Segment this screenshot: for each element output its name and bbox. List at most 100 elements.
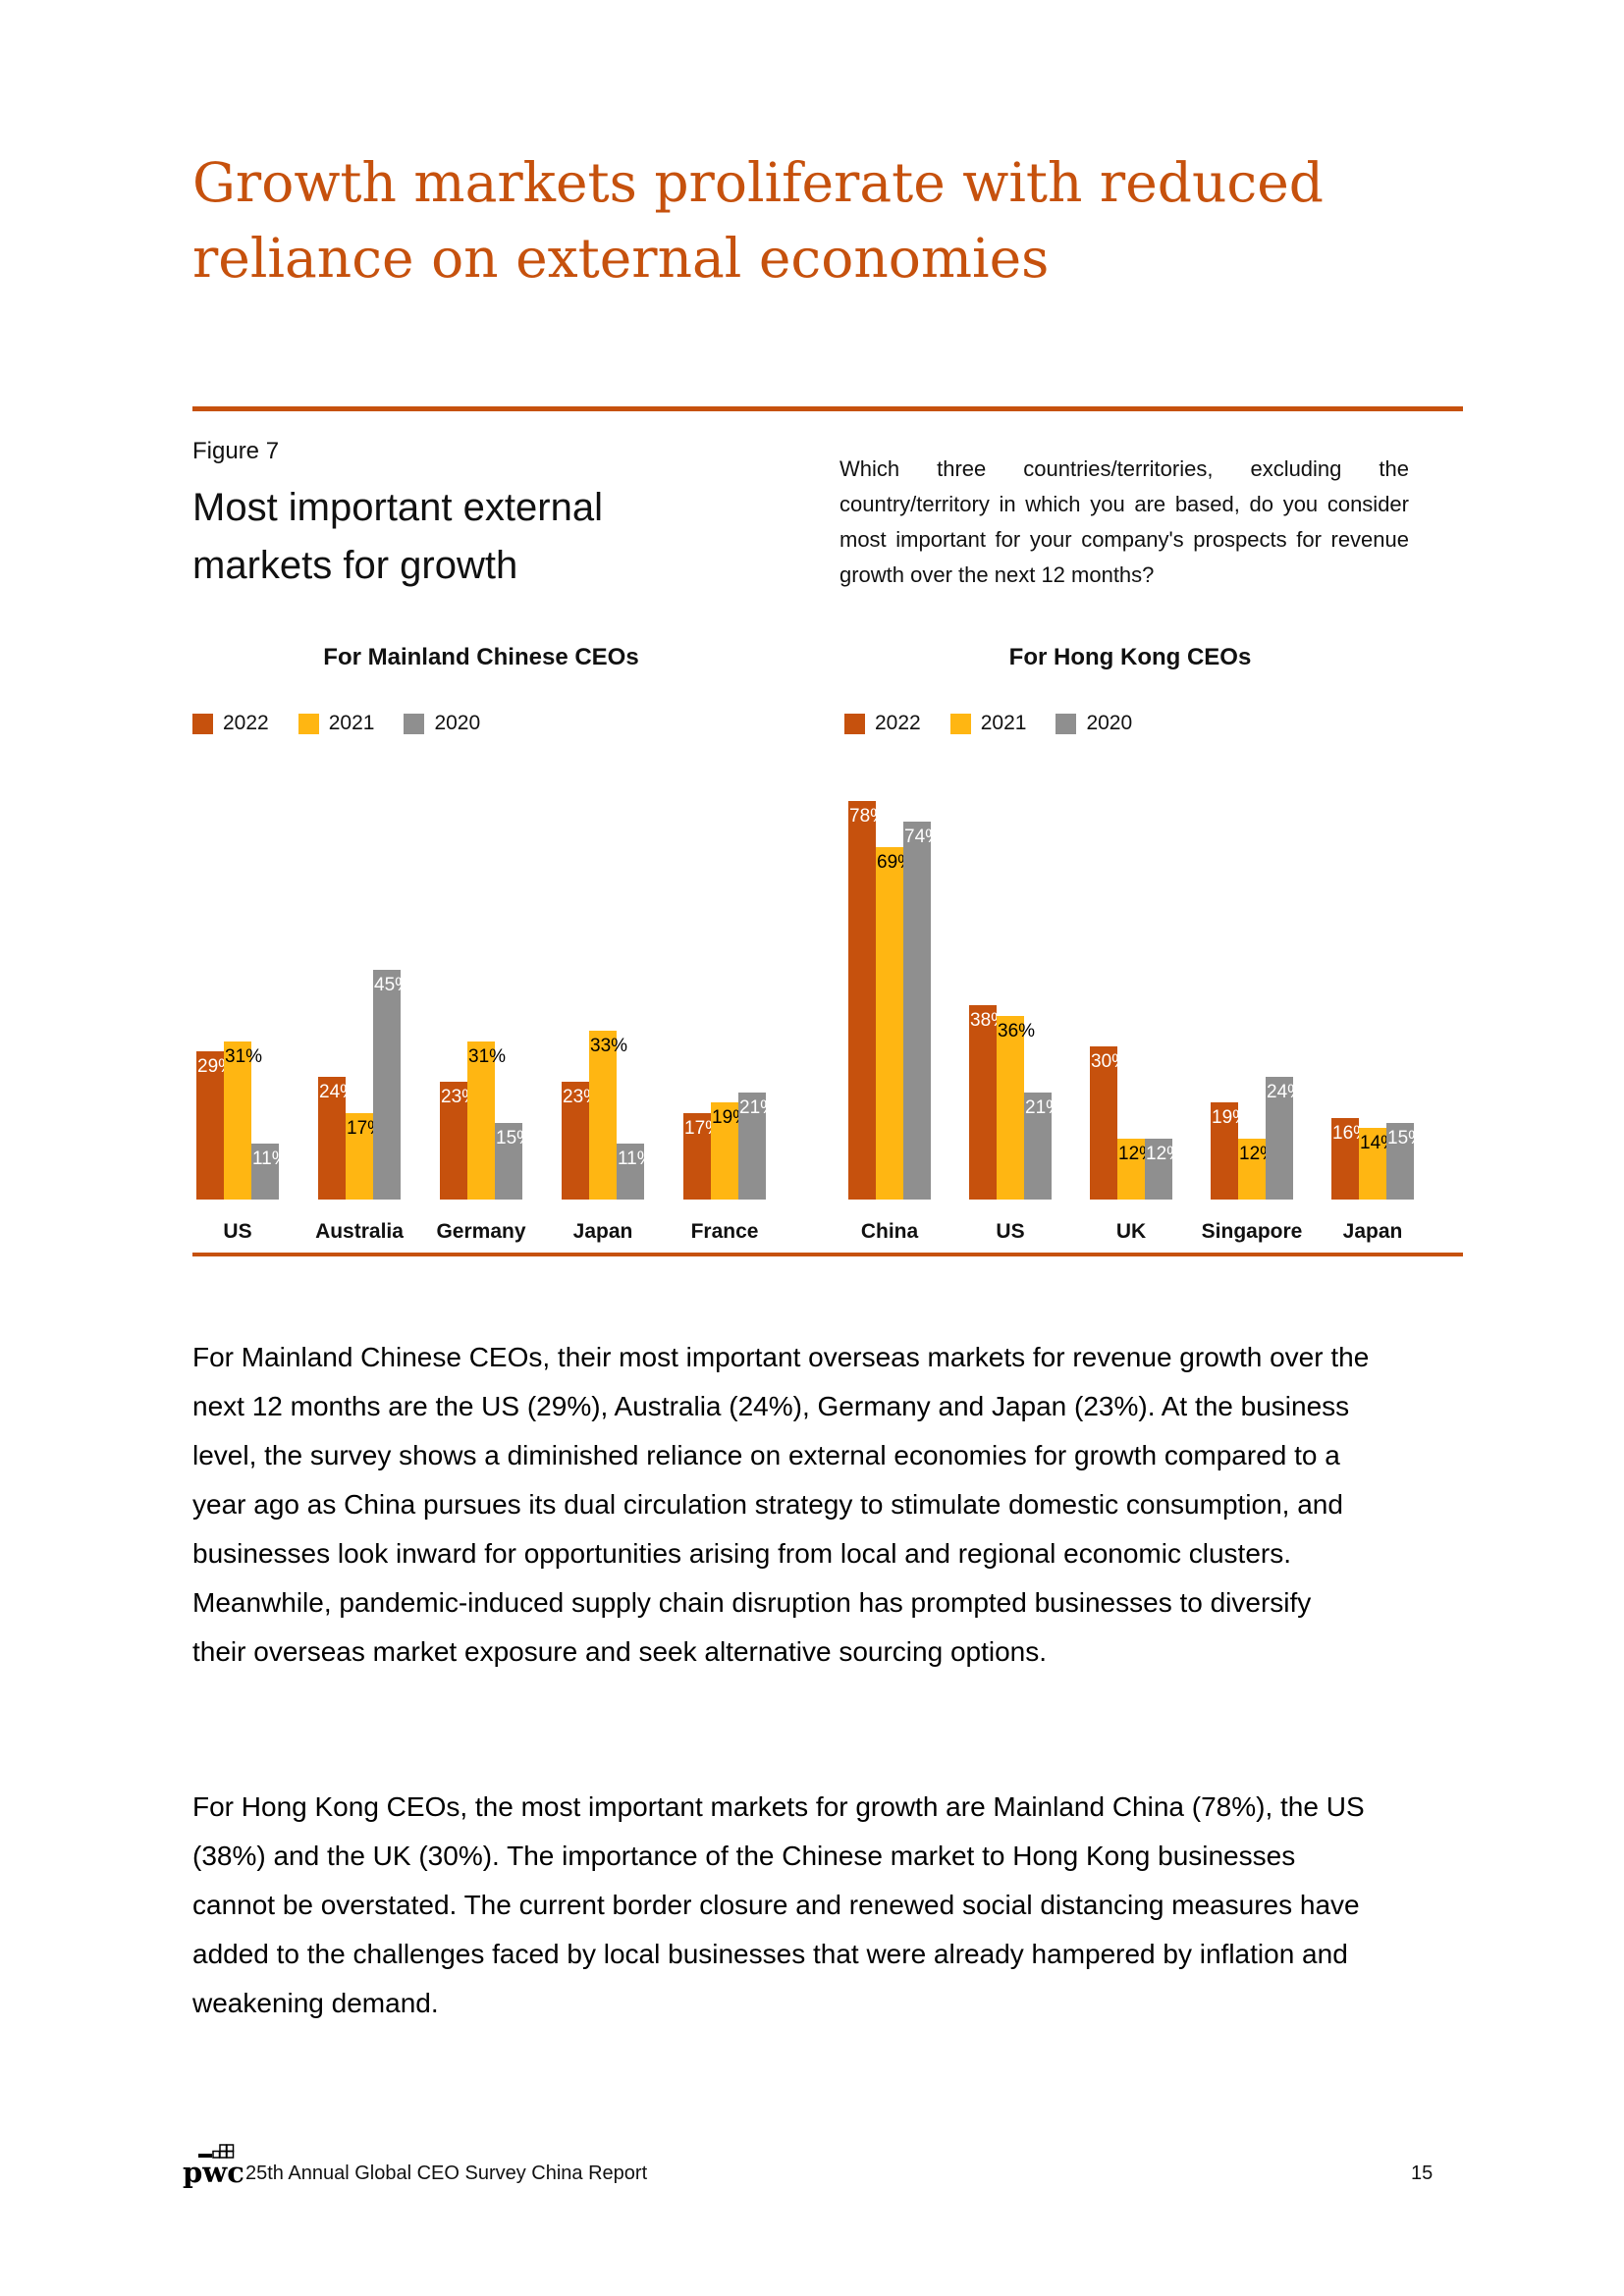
page-title-line-2: reliance on external economies xyxy=(192,227,1050,290)
value-label: 30% xyxy=(1091,1051,1129,1072)
bar-Singapore-2021: 12% xyxy=(1238,1139,1276,1200)
bar-Japan-2021: 14% xyxy=(1359,1128,1397,1200)
value-label: 36% xyxy=(998,1021,1036,1041)
bottom-divider xyxy=(192,1253,1463,1256)
bar-UK-2021: 12% xyxy=(1117,1139,1156,1200)
body-paragraph-2: For Hong Kong CEOs, the most important m… xyxy=(192,1791,1365,2018)
category-label-Australia: Australia xyxy=(315,1220,404,1243)
legend-label: 2020 xyxy=(434,712,481,734)
figure-heading-line-1: Most important external xyxy=(192,486,603,529)
bar-Japan-2020: 15% xyxy=(1386,1123,1425,1200)
bar-US-2021: 31% xyxy=(224,1041,262,1200)
figure-label: Figure 7 xyxy=(192,438,280,464)
bar-Japan-2022: 23% xyxy=(562,1082,600,1200)
category-label-China: China xyxy=(860,1220,919,1243)
bar-Australia-2020: 45% xyxy=(373,970,411,1200)
value-label: 45% xyxy=(374,975,412,995)
bar-China-2022: 78% xyxy=(848,801,887,1200)
bar-US-2020: 21% xyxy=(1024,1093,1062,1200)
value-label: 78% xyxy=(849,806,888,827)
bar-Germany-2022: 23% xyxy=(440,1082,478,1200)
plot-area: 29% 31% 11% 24% 17% 45% 23% 31% 15% 23% 33% 11% 17% 1… xyxy=(196,756,785,1200)
legend-label: 2022 xyxy=(875,712,921,734)
category-label-France: France xyxy=(690,1220,759,1243)
category-label-US: US xyxy=(996,1220,1025,1243)
footer-page-number: 15 xyxy=(1411,2163,1434,2184)
legend-swatch-2022 xyxy=(844,713,865,734)
value-label: 24% xyxy=(319,1082,357,1102)
legend-label: 2022 xyxy=(223,712,269,734)
pwc-logo: pwc xyxy=(183,2156,244,2189)
legend-item-2020: 2020 xyxy=(1056,712,1132,735)
bar-group-China: 78% 69% 74% xyxy=(848,756,942,1200)
legend-item-2021: 2021 xyxy=(298,712,374,735)
bar-Germany-2020: 15% xyxy=(495,1123,533,1200)
mainland-chart-title: For Mainland Chinese CEOs xyxy=(323,644,639,670)
bar-UK-2022: 30% xyxy=(1090,1046,1128,1200)
value-label: 11% xyxy=(618,1148,654,1169)
bar-group-Australia: 24% 17% 45% xyxy=(318,756,411,1200)
legend-swatch-2020 xyxy=(404,713,425,734)
body-paragraph-1: For Mainland Chinese CEOs, their most im… xyxy=(192,1342,1370,1667)
bar-Singapore-2020: 24% xyxy=(1266,1077,1304,1200)
bar-Australia-2021: 17% xyxy=(346,1113,384,1200)
bar-group-UK: 30% 12% 12% xyxy=(1090,756,1183,1200)
plot-area: 78% 69% 74% 38% 36% 21% 30% 12% 12% 19% 12% 24% 16% 1… xyxy=(848,756,1437,1200)
bar-China-2021: 69% xyxy=(876,847,914,1200)
bar-France-2021: 19% xyxy=(711,1102,749,1200)
value-label: 31% xyxy=(468,1046,507,1067)
bar-group-France: 17% 19% 21% xyxy=(683,756,777,1200)
bar-Japan-2020: 11% xyxy=(617,1144,654,1200)
bar-France-2020: 21% xyxy=(738,1093,777,1200)
bar-US-2022: 38% xyxy=(969,1005,1007,1200)
bar-group-Japan: 16% 14% 15% xyxy=(1331,756,1425,1200)
value-label: 19% xyxy=(1212,1107,1250,1128)
value-label: 21% xyxy=(1025,1097,1063,1118)
bar-group-Germany: 23% 31% 15% xyxy=(440,756,533,1200)
bar-US-2022: 29% xyxy=(196,1051,235,1200)
figure-heading-line-2: markets for growth xyxy=(192,544,518,587)
legend-swatch-2020 xyxy=(1056,713,1077,734)
figure-heading: Most important external markets for grow… xyxy=(192,479,603,595)
value-label: 74% xyxy=(904,827,943,847)
pwc-building-icon xyxy=(198,2144,236,2163)
bar-France-2022: 17% xyxy=(683,1113,722,1200)
footer-report-title: 25th Annual Global CEO Survey China Repo… xyxy=(245,2163,648,2184)
category-label-Japan: Japan xyxy=(572,1220,633,1243)
hongkong-chart-title: For Hong Kong CEOs xyxy=(1008,644,1252,670)
bar-group-US: 38% 36% 21% xyxy=(969,756,1062,1200)
page-title: Growth markets proliferate with reduced … xyxy=(192,145,1371,296)
hongkong-chart-legend: 2022 2021 2020 xyxy=(844,712,1132,735)
legend-item-2020: 2020 xyxy=(404,712,480,735)
legend-swatch-2021 xyxy=(949,713,971,734)
value-label: 11% xyxy=(252,1148,289,1169)
legend-item-2022: 2022 xyxy=(192,712,269,735)
legend-item-2022: 2022 xyxy=(844,712,921,735)
bar-Singapore-2022: 19% xyxy=(1211,1102,1249,1200)
bar-Australia-2022: 24% xyxy=(318,1077,356,1200)
value-label: 33% xyxy=(590,1036,628,1056)
mainland-chart-legend: 2022 2021 2020 xyxy=(192,712,480,735)
legend-label: 2021 xyxy=(980,712,1027,734)
legend-label: 2020 xyxy=(1086,712,1133,734)
category-label-Japan: Japan xyxy=(1342,1220,1403,1243)
bar-Germany-2021: 31% xyxy=(467,1041,506,1200)
bar-UK-2020: 12% xyxy=(1145,1139,1183,1200)
legend-item-2021: 2021 xyxy=(949,712,1027,735)
bar-US-2020: 11% xyxy=(251,1144,289,1200)
survey-question: Which three countries/territories, exclu… xyxy=(839,456,1409,587)
hongkong-chart: China US UK Singapore Japan 78% 69% 74% 38% 36% 21… xyxy=(848,756,1437,1256)
category-label-UK: UK xyxy=(1115,1220,1147,1243)
page-title-line-1: Growth markets proliferate with reduced xyxy=(192,151,1324,214)
category-label-US: US xyxy=(223,1220,252,1243)
value-label: 12% xyxy=(1146,1144,1184,1164)
value-label: 31% xyxy=(225,1046,263,1067)
bar-group-Japan: 23% 33% 11% xyxy=(562,756,654,1200)
value-label: 15% xyxy=(496,1128,534,1148)
bar-group-US: 29% 31% 11% xyxy=(196,756,289,1200)
value-label: 24% xyxy=(1267,1082,1305,1102)
top-divider xyxy=(192,406,1463,411)
legend-swatch-2021 xyxy=(298,713,319,734)
bar-China-2020: 74% xyxy=(903,822,942,1200)
bar-Japan-2021: 33% xyxy=(589,1031,627,1200)
